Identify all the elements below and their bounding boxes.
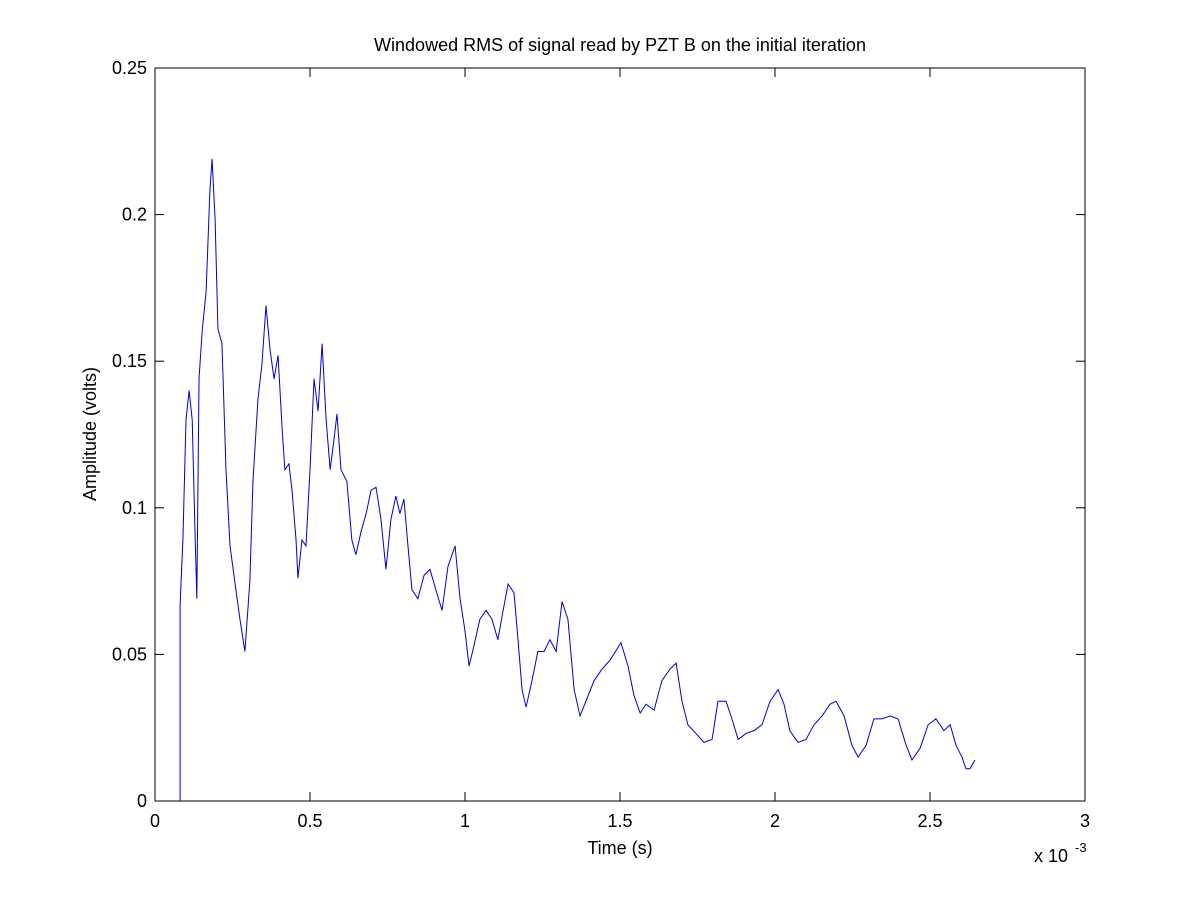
- data-line: [179, 158, 976, 801]
- x-tick-label: 2: [770, 811, 780, 831]
- y-axis-label: Amplitude (volts): [80, 367, 100, 501]
- y-tick-label: 0.25: [112, 58, 147, 78]
- x-axis-label: Time (s): [587, 838, 652, 858]
- x-exponent: -3: [1075, 840, 1087, 855]
- x-tick-label: 1: [460, 811, 470, 831]
- y-tick-label: 0.05: [112, 644, 147, 664]
- x-tick-label: 1.5: [607, 811, 632, 831]
- y-tick-label: 0.1: [122, 498, 147, 518]
- chart-title: Windowed RMS of signal read by PZT B on …: [374, 35, 866, 55]
- y-tick-label: 0.2: [122, 205, 147, 225]
- x-tick-label: 3: [1080, 811, 1090, 831]
- x-tick-label: 2.5: [917, 811, 942, 831]
- y-tick-label: 0.15: [112, 351, 147, 371]
- x-tick-label: 0.5: [297, 811, 322, 831]
- x-exponent-base: x 10: [1034, 846, 1068, 866]
- x-tick-label: 0: [150, 811, 160, 831]
- y-tick-label: 0: [137, 791, 147, 811]
